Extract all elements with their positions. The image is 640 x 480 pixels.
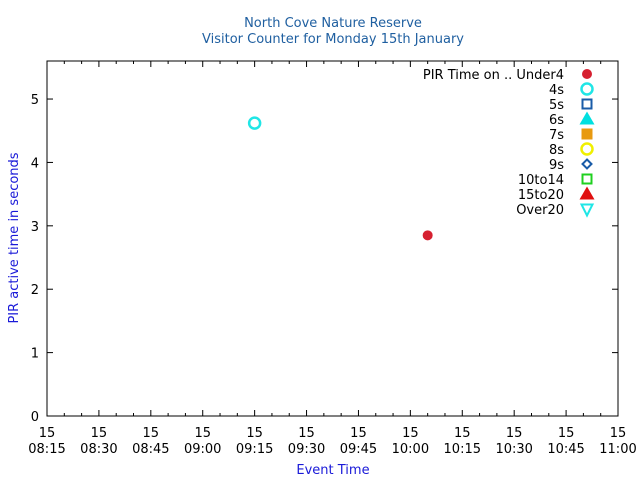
x-tick-label-time: 09:00 xyxy=(184,442,221,457)
y-tick-label: 4 xyxy=(31,156,39,171)
x-tick-label-time: 08:30 xyxy=(80,442,117,457)
y-tick-label: 2 xyxy=(31,283,39,298)
data-point xyxy=(247,116,262,130)
x-tick-label-day: 15 xyxy=(402,426,419,441)
x-tick-label-time: 08:45 xyxy=(132,442,169,457)
x-tick-label-time: 08:15 xyxy=(28,442,65,457)
data-points xyxy=(247,116,433,241)
legend-label: 6s xyxy=(549,113,564,128)
legend-label: 15to20 xyxy=(518,188,564,203)
x-tick-label-day: 15 xyxy=(194,426,211,441)
legend-label: 10to14 xyxy=(518,173,564,188)
legend-label: 8s xyxy=(549,143,564,158)
legend-label: 5s xyxy=(549,98,564,113)
x-tick-label-time: 10:00 xyxy=(392,442,429,457)
y-axis-label: PIR active time in seconds xyxy=(7,152,22,323)
chart-title: North Cove Nature Reserve xyxy=(244,16,422,31)
x-tick-label-day: 15 xyxy=(246,426,263,441)
legend: PIR Time on .. Under44s5s6s7s8s9s10to141… xyxy=(423,68,595,218)
x-tick-label-day: 15 xyxy=(39,426,56,441)
x-tick-label-time: 09:45 xyxy=(340,442,377,457)
y-tick-label: 5 xyxy=(31,93,39,108)
x-tick-label-day: 15 xyxy=(454,426,471,441)
legend-marker xyxy=(580,82,594,96)
legend-marker xyxy=(581,98,593,110)
x-tick-label-time: 09:15 xyxy=(236,442,273,457)
plot-area-border xyxy=(46,60,619,417)
legend-marker xyxy=(581,158,593,170)
legend-marker xyxy=(580,142,594,156)
legend-marker xyxy=(579,111,595,125)
x-tick-label-time: 10:30 xyxy=(495,442,532,457)
legend-marker xyxy=(579,186,595,200)
x-tick-label-day: 15 xyxy=(558,426,575,441)
y-tick-label: 0 xyxy=(31,410,39,425)
legend-label: 9s xyxy=(549,158,564,173)
x-tick-label-time: 11:00 xyxy=(599,442,636,457)
data-point xyxy=(422,230,433,241)
x-axis: 1508:151508:301508:451509:001509:151509:… xyxy=(28,61,637,457)
x-tick-label-day: 15 xyxy=(506,426,523,441)
x-tick-label-day: 15 xyxy=(610,426,627,441)
y-axis: 0 1 2 3 4 5 xyxy=(31,93,618,425)
x-tick-label-day: 15 xyxy=(91,426,108,441)
legend-label: 4s xyxy=(549,83,564,98)
x-tick-label-day: 15 xyxy=(143,426,160,441)
legend-label: Over20 xyxy=(516,203,564,218)
x-tick-label-day: 15 xyxy=(298,426,315,441)
x-axis-label: Event Time xyxy=(296,463,369,478)
x-tick-label-time: 10:15 xyxy=(444,442,481,457)
legend-marker xyxy=(582,69,592,79)
y-tick-label: 3 xyxy=(31,220,39,235)
y-tick-label: 1 xyxy=(31,347,39,362)
legend-marker xyxy=(581,173,593,185)
legend-label: 7s xyxy=(549,128,564,143)
legend-marker xyxy=(579,203,595,218)
x-tick-label-time: 10:45 xyxy=(547,442,584,457)
x-tick-label-day: 15 xyxy=(350,426,367,441)
chart-subtitle: Visitor Counter for Monday 15th January xyxy=(202,32,464,47)
legend-label: PIR Time on .. Under4 xyxy=(423,68,564,83)
x-tick-label-time: 09:30 xyxy=(288,442,325,457)
legend-marker xyxy=(581,128,593,140)
